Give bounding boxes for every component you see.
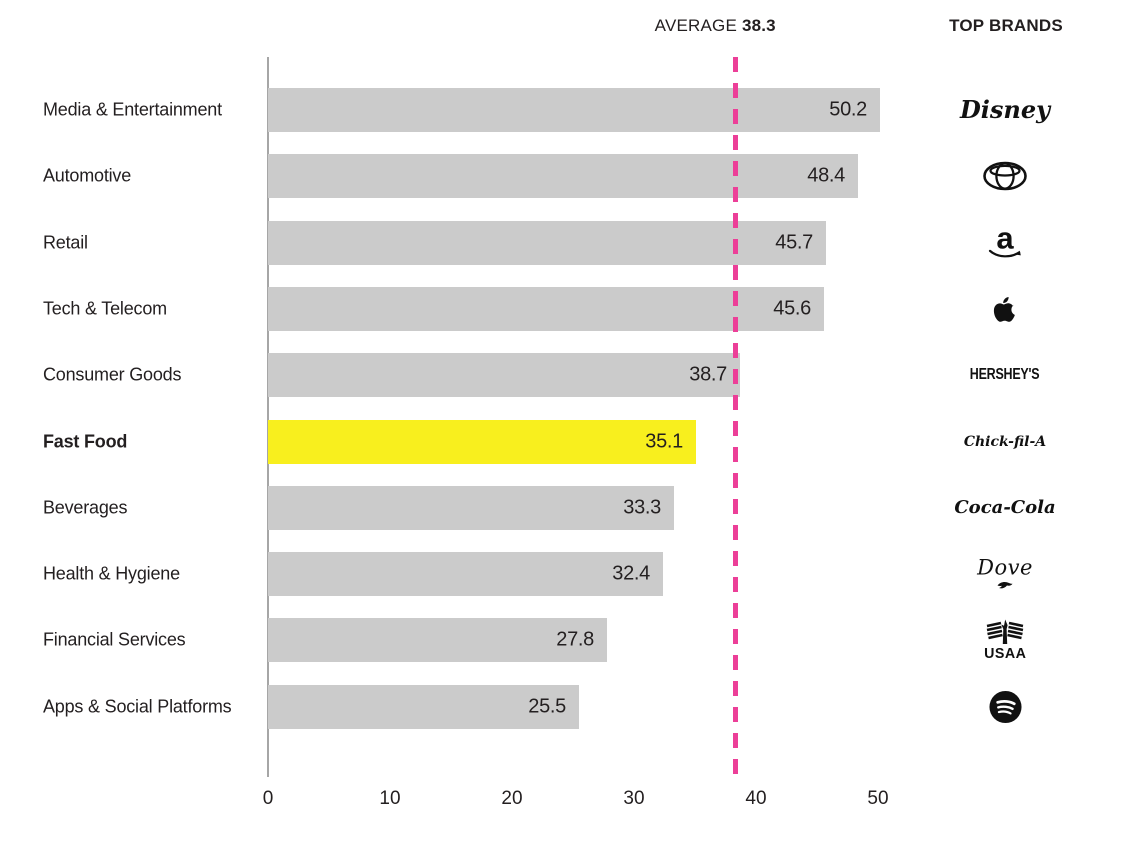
hersheys-wordmark: Hershey's xyxy=(970,366,1040,384)
bar-value-label: 27.8 xyxy=(556,628,594,651)
spotify-icon xyxy=(988,690,1022,723)
usaa-eagle-icon xyxy=(986,619,1024,645)
category-label: Media & Entertainment xyxy=(43,99,222,120)
category-label: Consumer Goods xyxy=(43,364,182,385)
bar-financial-services: 27.8 xyxy=(268,618,607,663)
average-value: 38.3 xyxy=(741,16,776,35)
bar-value-label: 25.5 xyxy=(528,695,566,718)
category-label: Tech & Telecom xyxy=(43,298,167,319)
bar-tech-telecom: 45.6 xyxy=(268,286,824,331)
x-tick-label: 50 xyxy=(867,788,889,809)
bar-value-label: 50.2 xyxy=(829,98,867,121)
chart-row: Apps & Social Platforms 25.5 xyxy=(0,684,1144,729)
chart-row: Financial Services 27.8 USAA xyxy=(0,618,1144,663)
x-tick-label: 10 xyxy=(379,788,401,809)
bar-value-label: 32.4 xyxy=(612,562,650,585)
y-axis-line xyxy=(267,57,269,777)
category-label: Apps & Social Platforms xyxy=(43,696,232,717)
amazon-smile-icon xyxy=(988,249,1021,258)
toyota-logo xyxy=(940,161,1070,191)
x-tick-label: 30 xyxy=(623,788,645,809)
coca-cola-wordmark: Coca-Cola xyxy=(954,496,1056,518)
bar-value-label: 45.6 xyxy=(773,297,811,320)
category-label: Fast Food xyxy=(43,431,128,451)
chart-row: Retail 45.7 a xyxy=(0,219,1144,265)
chart-row: Tech & Telecom 45.6 xyxy=(0,286,1144,331)
amazon-a-letter: a xyxy=(996,219,1014,255)
dove-wordmark: Dove xyxy=(977,555,1033,580)
average-header: AVERAGE 38.3 xyxy=(655,16,776,36)
bar-consumer-goods: 38.7 xyxy=(268,353,740,398)
bar-health-hygiene: 32.4 xyxy=(268,552,663,597)
x-tick-label: 0 xyxy=(262,788,274,809)
category-label: Automotive xyxy=(43,165,132,186)
top-brands-header: TOP BRANDS xyxy=(949,16,1063,35)
chart-row: Beverages 33.3 Coca-Cola xyxy=(0,485,1144,530)
x-tick-label: 20 xyxy=(501,788,523,809)
average-label: AVERAGE xyxy=(654,16,738,35)
chart-row-highlighted: Fast Food 35.1 Chick-fil-A xyxy=(0,419,1144,464)
bar-fast-food-highlighted: 35.1 xyxy=(268,419,696,464)
bar-automotive: 48.4 xyxy=(268,154,858,199)
amazon-logo: a xyxy=(940,219,1070,259)
bar-value-label: 45.7 xyxy=(775,231,813,254)
x-tick-label: 40 xyxy=(745,788,767,809)
category-label: Financial Services xyxy=(43,629,186,650)
chick-fil-a-logo: Chick-fil-A xyxy=(940,435,1070,449)
bar-media-entertainment: 50.2 xyxy=(268,88,880,132)
dove-logo: Dove xyxy=(940,555,1070,591)
category-label: Beverages xyxy=(43,497,128,518)
bar-value-label: 38.7 xyxy=(689,363,727,386)
chart-row: Automotive 48.4 xyxy=(0,154,1144,199)
usaa-logo: USAA xyxy=(940,619,1070,661)
hersheys-logo: Hershey's xyxy=(940,367,1070,383)
apple-icon xyxy=(993,296,1015,322)
dove-bird-icon xyxy=(997,582,1012,589)
chart-row: Consumer Goods 38.7 Hershey's xyxy=(0,353,1144,398)
bar-value-label: 48.4 xyxy=(807,164,845,187)
chart-row: Health & Hygiene 32.4 Dove xyxy=(0,552,1144,597)
disney-logo: Disney xyxy=(940,98,1070,122)
toyota-emblem-icon xyxy=(983,161,1027,191)
chick-fil-a-wordmark: Chick-fil-A xyxy=(963,433,1047,450)
usaa-wordmark: USAA xyxy=(983,645,1027,663)
chart-row: Media & Entertainment 50.2 Disney xyxy=(0,88,1144,132)
bar-value-label: 35.1 xyxy=(645,430,683,452)
bar-beverages: 33.3 xyxy=(268,485,674,530)
spotify-logo xyxy=(940,689,1070,724)
bar-retail: 45.7 xyxy=(268,220,826,265)
coca-cola-logo: Coca-Cola xyxy=(940,496,1070,518)
bar-apps-social: 25.5 xyxy=(268,684,579,729)
category-label: Health & Hygiene xyxy=(43,563,180,584)
category-label: Retail xyxy=(43,232,88,253)
apple-logo xyxy=(940,294,1070,323)
bar-value-label: 33.3 xyxy=(623,496,661,519)
disney-wordmark: Disney xyxy=(959,95,1051,124)
average-dashed-line xyxy=(732,57,738,775)
